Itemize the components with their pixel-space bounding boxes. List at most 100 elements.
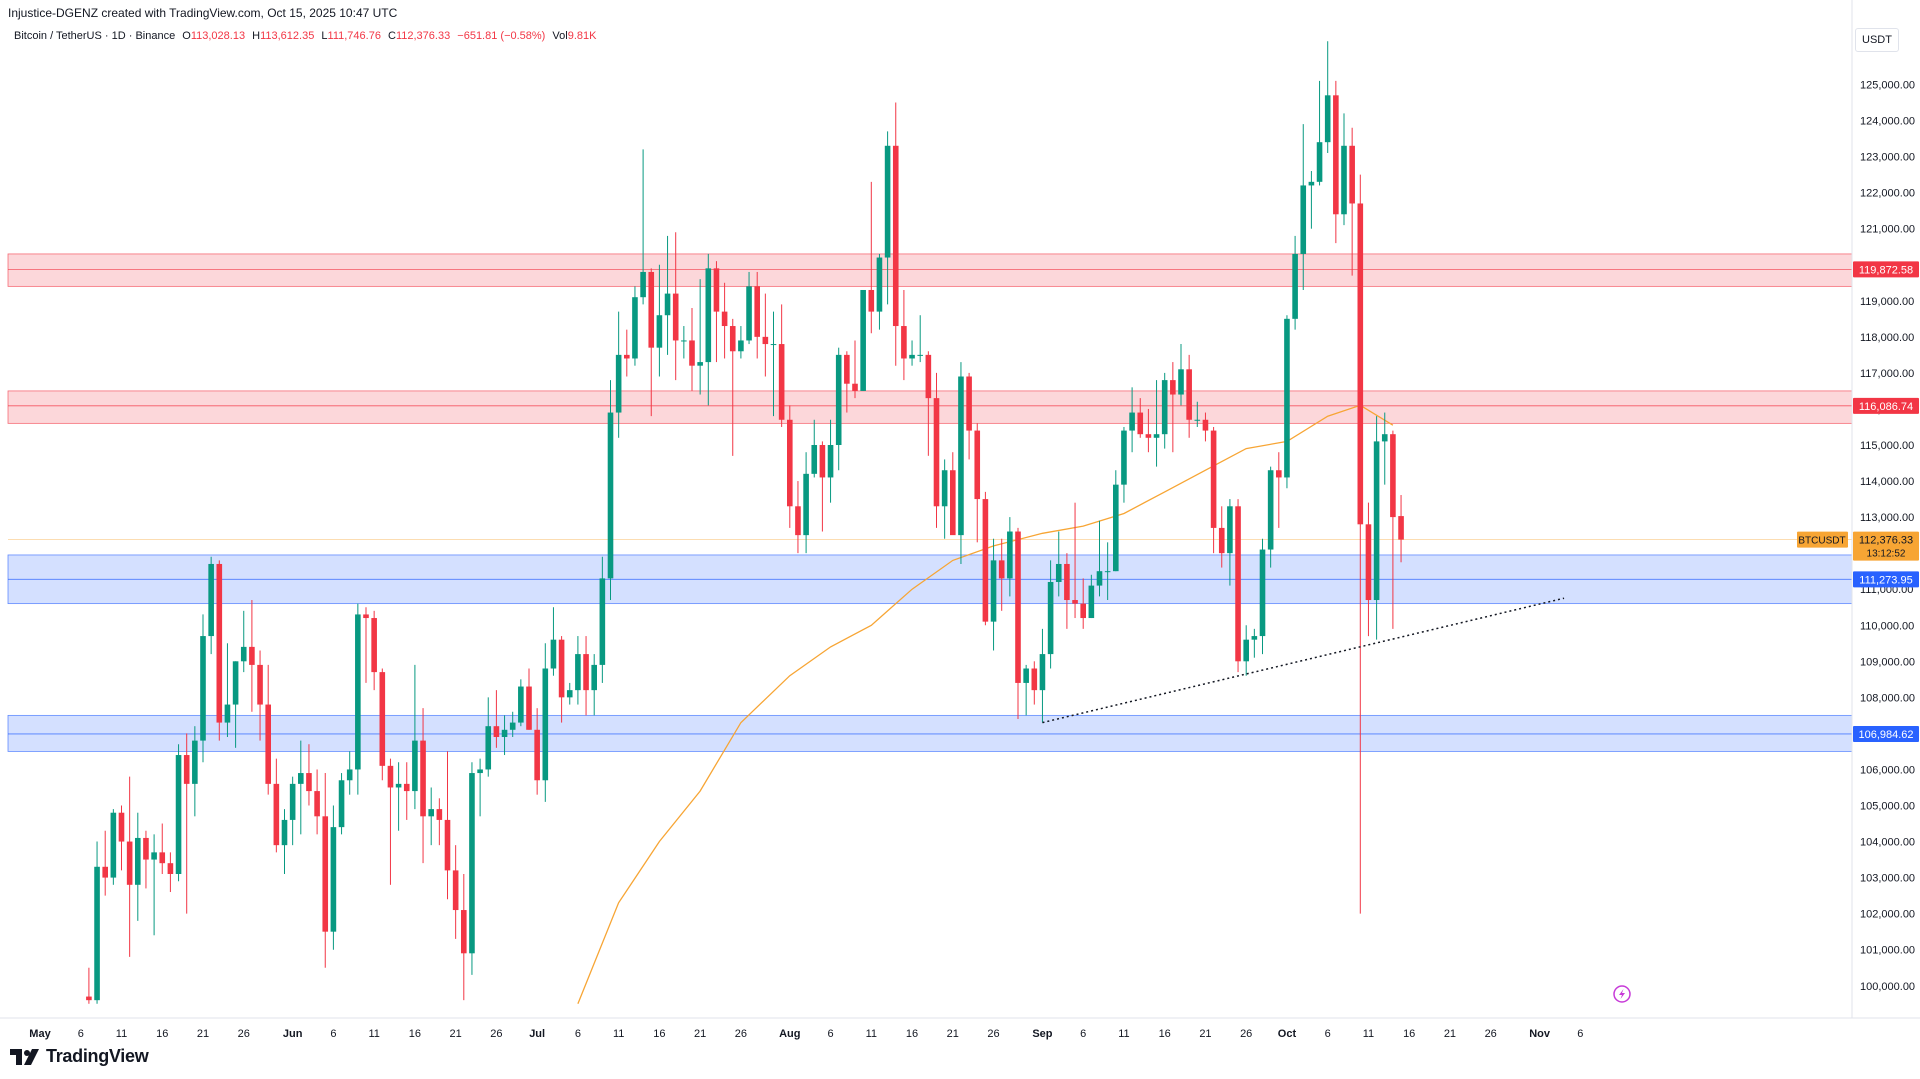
candle-2025-09-12[interactable] [1129, 387, 1135, 453]
candle-2025-08-22[interactable] [958, 362, 964, 564]
candle-2025-06-02[interactable] [298, 740, 304, 835]
candle-2025-07-04[interactable] [558, 636, 565, 723]
candle-2025-07-02[interactable] [542, 643, 549, 802]
symbol-name[interactable]: Bitcoin / TetherUS · 1D · Binance [14, 30, 176, 42]
candle-2025-05-30[interactable] [273, 758, 280, 853]
candle-2025-09-03[interactable] [1055, 531, 1062, 597]
support-zone-4[interactable] [7, 714, 1853, 752]
candle-2025-09-20[interactable] [1194, 401, 1201, 427]
candle-2025-06-06[interactable] [330, 805, 337, 950]
candle-2025-08-19[interactable] [933, 372, 940, 528]
candle-2025-10-06[interactable] [1324, 41, 1331, 153]
candle-2025-09-04[interactable] [1064, 553, 1070, 629]
candle-2025-06-14[interactable] [395, 762, 402, 831]
candle-2025-06-05[interactable] [322, 773, 329, 968]
candle-2025-09-22[interactable] [1210, 426, 1217, 554]
candle-2025-06-04[interactable] [314, 769, 320, 835]
candle-2025-06-28[interactable] [509, 711, 516, 738]
candle-2025-08-08[interactable] [844, 351, 850, 413]
candle-2025-07-10[interactable] [607, 380, 614, 601]
candle-2025-07-11[interactable] [615, 311, 622, 438]
candle-2025-09-25[interactable] [1235, 499, 1241, 673]
candle-2025-07-14[interactable] [640, 149, 646, 305]
candle-2025-10-12[interactable] [1373, 416, 1380, 640]
candle-2025-09-24[interactable] [1227, 499, 1233, 586]
candle-2025-05-22[interactable] [208, 556, 214, 655]
candle-2025-06-01[interactable] [289, 776, 296, 846]
candle-2025-07-21[interactable] [697, 279, 703, 395]
candle-2025-09-16[interactable] [1161, 372, 1168, 449]
candle-2025-06-20[interactable] [444, 751, 451, 900]
candle-2025-07-13[interactable] [632, 286, 638, 366]
candle-2025-05-18[interactable] [175, 744, 182, 882]
candle-2025-09-21[interactable] [1202, 412, 1209, 442]
candle-2025-05-14[interactable] [143, 830, 149, 889]
candle-2025-08-04[interactable] [811, 419, 818, 478]
candle-2025-08-15[interactable] [901, 289, 907, 381]
candle-2025-08-21[interactable] [950, 452, 956, 536]
candle-2025-05-29[interactable] [265, 664, 271, 795]
candle-2025-06-16[interactable] [412, 664, 418, 810]
candle-2025-08-27[interactable] [998, 538, 1005, 611]
candle-2025-05-28[interactable] [257, 650, 263, 741]
support-trendline[interactable] [1042, 597, 1565, 724]
candle-2025-06-18[interactable] [428, 787, 434, 846]
candle-2025-06-25[interactable] [485, 697, 492, 777]
candle-2025-07-06[interactable] [575, 636, 581, 705]
candle-2025-09-15[interactable] [1153, 380, 1160, 467]
candle-2025-08-26[interactable] [990, 538, 997, 651]
candle-2025-10-10[interactable] [1357, 174, 1364, 914]
candle-2025-10-15[interactable] [1398, 495, 1404, 563]
candle-2025-08-13[interactable] [884, 131, 891, 305]
candle-2025-06-27[interactable] [501, 715, 508, 756]
candle-2025-08-20[interactable] [941, 459, 948, 539]
candle-2025-06-13[interactable] [387, 758, 394, 885]
candle-2025-07-28[interactable] [754, 271, 760, 359]
candle-2025-08-28[interactable] [1007, 517, 1013, 597]
candle-2025-07-26[interactable] [738, 326, 744, 359]
candle-2025-07-18[interactable] [672, 232, 679, 381]
candle-2025-07-17[interactable] [664, 235, 671, 355]
candle-2025-07-16[interactable] [656, 264, 663, 377]
candle-2025-09-11[interactable] [1121, 426, 1127, 503]
candle-2025-06-26[interactable] [493, 690, 500, 748]
candle-2025-07-29[interactable] [762, 293, 769, 377]
candle-2025-08-24[interactable] [974, 423, 981, 543]
candle-2025-08-11[interactable] [868, 181, 875, 334]
candle-2025-07-20[interactable] [689, 308, 695, 391]
candle-2025-08-14[interactable] [892, 102, 899, 366]
candle-2025-08-06[interactable] [827, 419, 834, 503]
price-axis-background[interactable] [1852, 0, 1920, 1018]
resistance-zone-1[interactable] [7, 253, 1853, 287]
candle-2025-06-08[interactable] [346, 751, 353, 795]
candle-2025-05-15[interactable] [151, 834, 157, 936]
candle-2025-06-19[interactable] [436, 798, 443, 846]
trend-layer[interactable] [1042, 597, 1565, 724]
candle-2025-10-08[interactable] [1341, 113, 1347, 226]
candle-2025-06-10[interactable] [363, 607, 369, 683]
candle-2025-05-23[interactable] [216, 560, 223, 741]
currency-selector[interactable]: USDT [1855, 28, 1899, 52]
candle-2025-09-05[interactable] [1072, 502, 1078, 619]
candle-2025-07-22[interactable] [705, 253, 712, 406]
candle-2025-05-17[interactable] [167, 852, 174, 893]
candle-2025-09-30[interactable] [1276, 452, 1282, 528]
candle-2025-10-04[interactable] [1308, 171, 1315, 229]
candle-2025-09-13[interactable] [1137, 398, 1144, 438]
candle-2025-06-12[interactable] [379, 668, 386, 781]
candle-2025-06-21[interactable] [452, 845, 459, 939]
candle-2025-05-09[interactable] [102, 830, 108, 896]
candle-2025-07-09[interactable] [599, 556, 606, 683]
candle-2025-08-29[interactable] [1015, 527, 1021, 719]
candle-2025-07-03[interactable] [550, 607, 557, 676]
candle-2025-05-08[interactable] [94, 841, 100, 1004]
candle-2025-09-18[interactable] [1178, 344, 1184, 406]
candle-2025-08-09[interactable] [852, 340, 858, 399]
candle-2025-09-17[interactable] [1170, 362, 1176, 453]
candle-2025-06-11[interactable] [371, 610, 377, 691]
candle-2025-07-23[interactable] [713, 261, 720, 363]
candle-2025-06-30[interactable] [526, 668, 532, 730]
candle-2025-06-17[interactable] [420, 708, 426, 864]
candle-2025-08-10[interactable] [860, 289, 866, 391]
